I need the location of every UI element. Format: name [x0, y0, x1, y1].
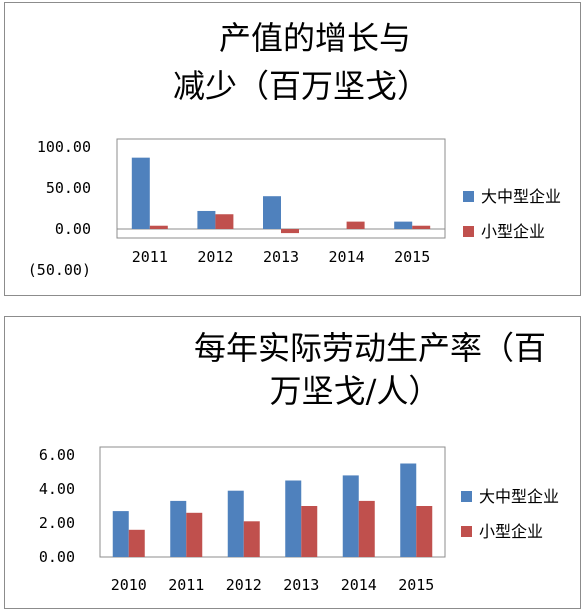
x-tick-label: 2012: [197, 248, 233, 266]
y-tick-label: 100.00: [37, 138, 91, 156]
y-tick-label: 4.00: [39, 480, 75, 498]
chart-labor-productivity: 每年实际劳动生产率（百 万坚戈/人） 6.00 4.00 2.00 0.00 2010 2…: [39, 329, 559, 594]
legend-label: 大中型企业: [481, 187, 561, 206]
y-tick-label: 0.00: [55, 220, 91, 238]
chart-title-line-1: 每年实际劳动生产率（百: [194, 329, 546, 367]
bar-small-2012: [243, 521, 260, 557]
legend-swatch: [461, 491, 472, 502]
bar-small-2010: [128, 529, 145, 557]
bar-large-medium-2014: [342, 475, 359, 557]
legend-label: 大中型企业: [479, 487, 559, 506]
y-tick-label: 2.00: [39, 514, 75, 532]
y-tick-label: (50.00): [28, 261, 91, 279]
bar-large-medium-2011: [170, 500, 187, 557]
plot-area: [116, 138, 446, 239]
x-tick-label: 2010: [111, 576, 147, 594]
bar-large-medium-2012: [197, 210, 216, 229]
bar-small-2014: [346, 221, 365, 229]
bar-small-2013: [281, 229, 299, 234]
x-tick-label: 2014: [341, 576, 377, 594]
x-tick-label: 2015: [398, 576, 434, 594]
chart-title-line-1: 产值的增长与: [219, 19, 411, 57]
chart-panel-output-change: 产值的增长与 减少（百万坚戈） 100.00 50.00 0.00 (50.00) 20…: [4, 2, 581, 296]
bar-small-2011: [186, 512, 203, 557]
x-tick-label: 2011: [132, 248, 168, 266]
legend-label: 小型企业: [481, 222, 545, 241]
bar-small-2014: [358, 500, 375, 557]
legend-swatch: [461, 526, 472, 537]
bar-small-2013: [301, 506, 318, 557]
x-tick-label: 2014: [329, 248, 365, 266]
chart-title-line-2: 万坚戈/人）: [270, 372, 441, 410]
chart-title-line-2: 减少（百万坚戈）: [173, 67, 429, 105]
bar-large-medium-2013: [285, 480, 302, 557]
x-tick-label: 2013: [283, 576, 319, 594]
bar-large-medium-2013: [263, 196, 281, 229]
x-tick-label: 2012: [226, 576, 262, 594]
bar-small-2015: [416, 506, 433, 557]
x-tick-label: 2013: [263, 248, 299, 266]
bar-large-medium-2011: [131, 157, 150, 229]
bar-small-2012: [215, 214, 234, 229]
x-tick-label: 2015: [394, 248, 430, 266]
bar-small-2011: [149, 225, 168, 229]
bar-large-medium-2015: [400, 463, 417, 557]
x-tick-label: 2011: [168, 576, 204, 594]
chart-output-change: 产值的增长与 减少（百万坚戈） 100.00 50.00 0.00 (50.00) 20…: [28, 19, 561, 279]
y-tick-label: 0.00: [39, 548, 75, 566]
plot-area: [99, 446, 446, 558]
bar-large-medium-2010: [112, 511, 129, 557]
legend-swatch: [463, 191, 474, 202]
legend-label: 小型企业: [479, 522, 543, 541]
bar-large-medium-2015: [394, 221, 413, 229]
bar-small-2015: [412, 225, 431, 229]
legend-swatch: [463, 226, 474, 237]
bar-large-medium-2012: [227, 490, 244, 557]
chart-panel-labor-productivity: 每年实际劳动生产率（百 万坚戈/人） 6.00 4.00 2.00 0.00 2010 2…: [4, 316, 581, 609]
y-tick-label: 50.00: [46, 179, 91, 197]
y-tick-label: 6.00: [39, 446, 75, 464]
